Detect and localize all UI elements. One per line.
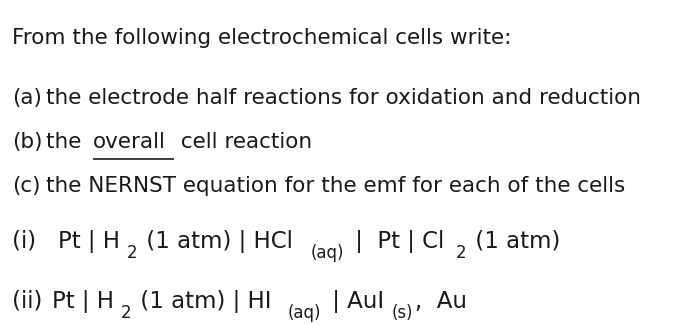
Text: (aq): (aq) xyxy=(288,304,321,322)
Text: the electrode half reactions for oxidation and reduction: the electrode half reactions for oxidati… xyxy=(46,88,641,108)
Text: From the following electrochemical cells write:: From the following electrochemical cells… xyxy=(12,28,512,48)
Text: the NERNST equation for the emf for each of the cells: the NERNST equation for the emf for each… xyxy=(46,176,625,196)
Text: 2: 2 xyxy=(127,244,137,262)
Text: cell reaction: cell reaction xyxy=(174,132,312,152)
Text: ,  Au: , Au xyxy=(415,290,467,313)
Text: | AuI: | AuI xyxy=(325,290,384,313)
Text: (1 atm) | HCl: (1 atm) | HCl xyxy=(139,230,293,253)
Text: Pt | H: Pt | H xyxy=(52,290,113,313)
Text: (a): (a) xyxy=(12,88,42,108)
Text: the: the xyxy=(46,132,88,152)
Text: (1 atm): (1 atm) xyxy=(468,230,560,253)
Text: (1 atm) | HI: (1 atm) | HI xyxy=(133,290,271,313)
Text: (i): (i) xyxy=(12,230,36,253)
Text: overall: overall xyxy=(93,132,166,152)
Text: 2: 2 xyxy=(121,304,132,322)
Text: (b): (b) xyxy=(12,132,43,152)
Text: (c): (c) xyxy=(12,176,41,196)
Text: Pt | H: Pt | H xyxy=(57,230,120,253)
Text: (ii): (ii) xyxy=(12,290,43,313)
Text: (s): (s) xyxy=(391,304,413,322)
Text: 2: 2 xyxy=(456,244,466,262)
Text: (aq): (aq) xyxy=(311,244,344,262)
Text: |  Pt | Cl: | Pt | Cl xyxy=(349,230,444,253)
